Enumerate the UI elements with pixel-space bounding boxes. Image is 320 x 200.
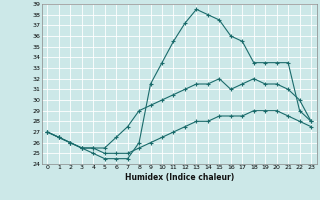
- X-axis label: Humidex (Indice chaleur): Humidex (Indice chaleur): [124, 173, 234, 182]
